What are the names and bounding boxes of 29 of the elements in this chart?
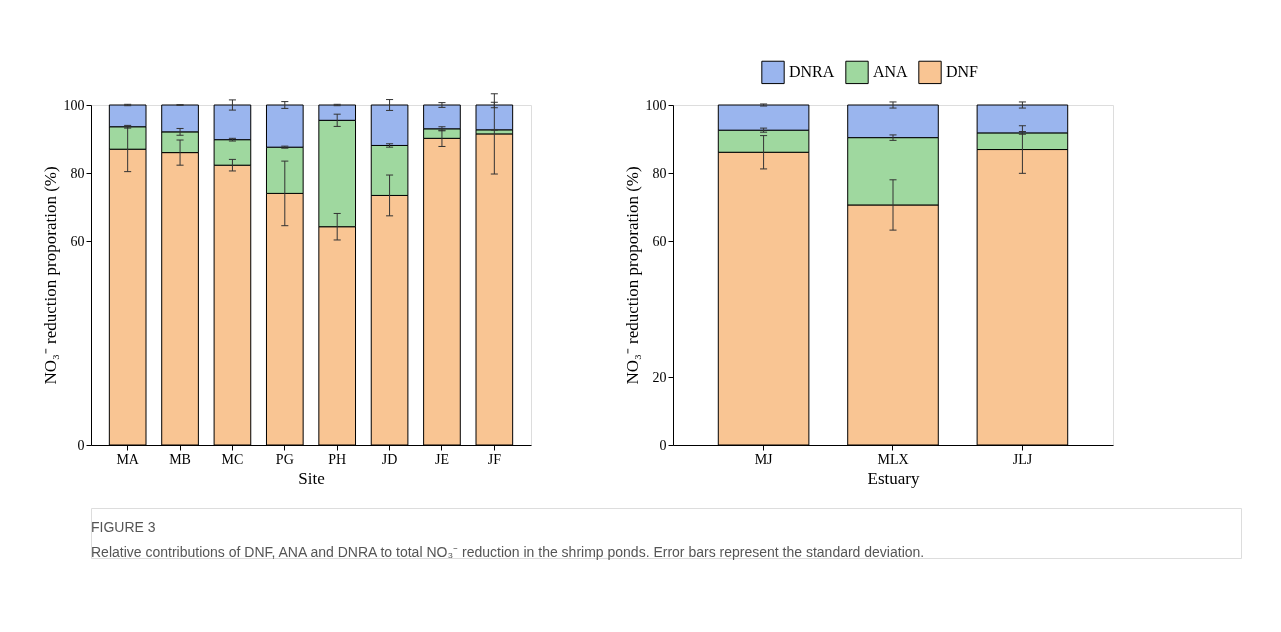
x-tick-label: JF bbox=[487, 451, 502, 467]
y-tick-label: 0 bbox=[77, 437, 85, 453]
legend-label: ANA bbox=[873, 63, 909, 81]
y-tick-label: 100 bbox=[63, 97, 85, 113]
y-tick-label: 60 bbox=[70, 233, 85, 249]
x-tick-label: MC bbox=[221, 451, 244, 467]
x-tick-label: MJ bbox=[754, 451, 774, 467]
caption: FIGURE 3 bbox=[91, 518, 156, 535]
x-tick-label: PH bbox=[328, 451, 347, 467]
y-tick-label: 80 bbox=[70, 165, 85, 181]
x-tick-label: JD bbox=[381, 451, 398, 467]
y-axis-title: NO₃⁻ reduction proporation (%) bbox=[40, 166, 60, 385]
y-tick-label: 100 bbox=[645, 97, 667, 113]
y-tick-label: 60 bbox=[652, 233, 667, 249]
text: Relative contributions of DNF, ANA and DNRA to total NO₃⁻ reduction in the shrimp ponds. Error bars represent the standard deviation. bbox=[91, 543, 925, 560]
x-tick-label: JLJ bbox=[1012, 451, 1033, 467]
x-tick-label: MB bbox=[169, 451, 191, 467]
legend-label: DNF bbox=[946, 63, 979, 81]
legend-label: DNRA bbox=[789, 63, 835, 81]
y-tick-label: 20 bbox=[652, 369, 667, 385]
y-tick-label: 80 bbox=[652, 165, 667, 181]
x-tick-label: JE bbox=[434, 451, 449, 467]
x-axis-title: Estuary bbox=[867, 468, 920, 488]
x-tick-label: MA bbox=[116, 451, 140, 467]
y-axis-title: NO₃⁻ reduction proporation (%) bbox=[622, 166, 642, 385]
y-tick-label: 0 bbox=[659, 437, 667, 453]
x-tick-label: MLX bbox=[877, 451, 909, 467]
x-axis-title: Site bbox=[298, 468, 325, 488]
x-tick-label: PG bbox=[275, 451, 294, 467]
